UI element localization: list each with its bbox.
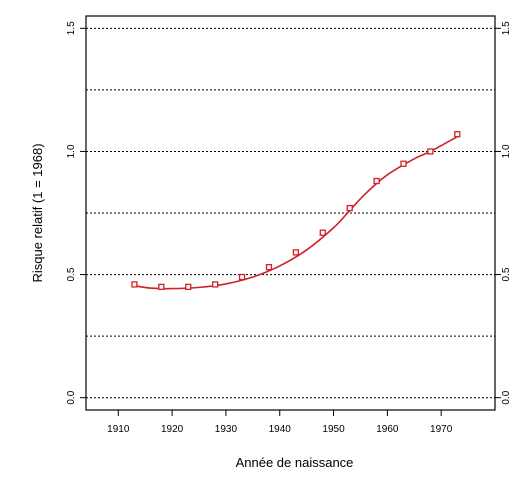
y-axis-label: Risque relatif (1 = 1968) [30,143,45,282]
y-tick-label: 0.5 [66,267,77,281]
x-tick-label: 1910 [107,424,130,435]
gridlines [86,27,495,399]
series-line [134,135,458,290]
x-tick-label: 1970 [430,424,453,435]
y-tick-label-right: 1.5 [501,21,512,35]
y-tick-label: 1.0 [66,144,77,158]
data-point [427,148,434,155]
data-point [400,160,407,167]
y-tick-label: 0.0 [66,390,77,404]
x-tick-label: 1960 [376,424,399,435]
data-point [158,283,165,291]
plot-frame [85,15,496,411]
y-tick-label: 1.5 [66,21,77,35]
data-point [265,264,273,271]
y-tick-label-right: 0.0 [501,390,512,404]
series [131,131,461,291]
data-point [454,131,461,138]
x-tick-label: 1930 [215,424,238,435]
data-point [238,273,246,281]
y-tick-label-right: 0.5 [501,267,512,281]
x-tick-label: 1950 [322,424,345,435]
data-point [373,177,380,185]
data-point [292,249,300,256]
x-tick-label: 1940 [269,424,292,435]
data-point [346,204,353,212]
y-tick-label-right: 1.0 [501,144,512,158]
data-point [212,281,219,288]
data-point [319,229,326,236]
data-point [185,283,192,291]
data-point [131,281,138,288]
x-tick-label: 1920 [161,424,184,435]
x-axis-label: Année de naissance [236,455,354,470]
ticks: 0.0 0.0 0.5 0.5 1.0 1.0 1.5 1.5 1910 1920 1930 1940… [66,21,512,435]
